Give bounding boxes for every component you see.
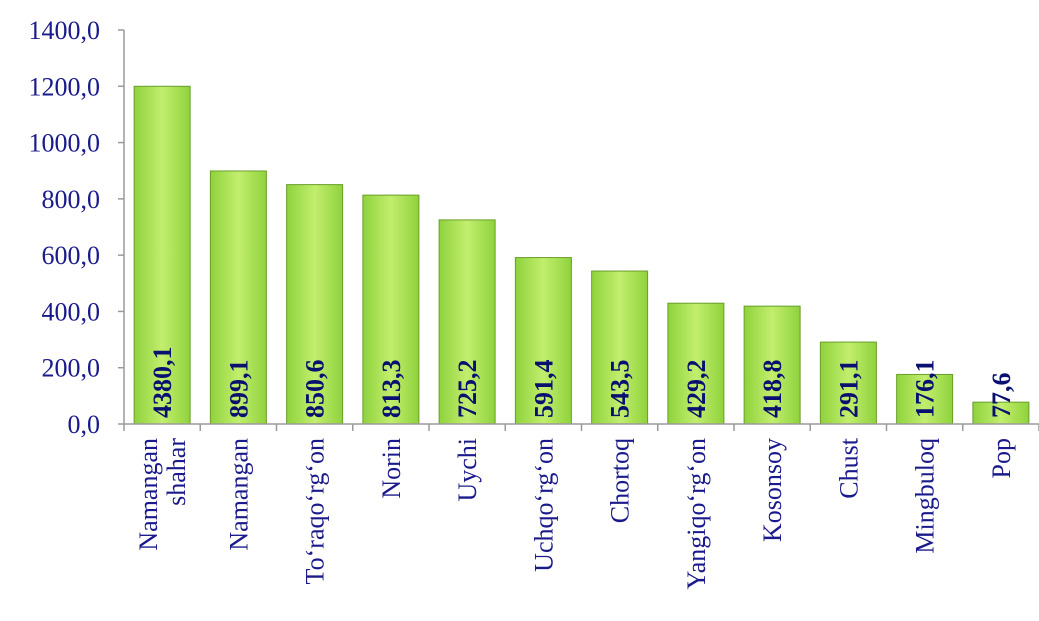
data-label: 850,6 bbox=[301, 360, 330, 419]
y-tick-label: 1000,0 bbox=[29, 129, 101, 158]
data-label: 418,8 bbox=[758, 360, 787, 419]
x-tick-label: Chust bbox=[834, 437, 863, 498]
data-label: 4380,1 bbox=[148, 347, 177, 419]
data-label: 899,1 bbox=[224, 360, 253, 419]
data-labels: 4380,1 899,1 850,6 813,3 725,2 591,4 543,5 429,… bbox=[148, 347, 1016, 419]
x-tick-label: Mingbuloq bbox=[911, 438, 940, 554]
bars-group bbox=[134, 86, 1029, 424]
x-tick-label: Namangan bbox=[134, 438, 163, 551]
x-tick-label: Chortoq bbox=[606, 438, 635, 523]
x-tick-label: Pop bbox=[987, 438, 1016, 478]
data-label: 813,3 bbox=[377, 360, 406, 419]
y-tick-label: 400,0 bbox=[42, 297, 101, 326]
x-tick-label: Kosonsoy bbox=[758, 438, 787, 542]
data-label: 176,1 bbox=[911, 360, 940, 419]
y-tick-label: 0,0 bbox=[68, 410, 101, 439]
y-tick-label: 1400,0 bbox=[29, 16, 101, 45]
y-tick-label: 800,0 bbox=[42, 185, 101, 214]
x-tick-label: shahar bbox=[162, 438, 191, 506]
x-tick-label: Norin bbox=[377, 438, 406, 499]
x-tick-label: Uchqo‘rg‘on bbox=[529, 438, 558, 572]
x-tick-labels: Namangan shahar Namangan To‘raqo‘rg‘on Norin… bbox=[134, 437, 1016, 589]
data-label: 77,6 bbox=[987, 373, 1016, 419]
x-tick-label: Namangan bbox=[224, 438, 253, 551]
x-tick-label: Uychi bbox=[453, 438, 482, 502]
x-tick-label: Yangiqo‘rg‘on bbox=[682, 438, 711, 589]
data-label: 429,2 bbox=[682, 360, 711, 419]
y-tick-labels: 0,0 200,0 400,0 600,0 800,0 1000,0 1200,0 1400,… bbox=[29, 16, 101, 439]
data-label: 725,2 bbox=[453, 360, 482, 419]
data-label: 291,1 bbox=[834, 360, 863, 419]
data-label: 591,4 bbox=[529, 360, 558, 419]
y-tick-label: 600,0 bbox=[42, 241, 101, 270]
x-tick-label: To‘raqo‘rg‘on bbox=[301, 438, 330, 584]
y-tick-label: 1200,0 bbox=[29, 72, 101, 101]
data-label: 543,5 bbox=[606, 360, 635, 419]
y-tick-label: 200,0 bbox=[42, 354, 101, 383]
